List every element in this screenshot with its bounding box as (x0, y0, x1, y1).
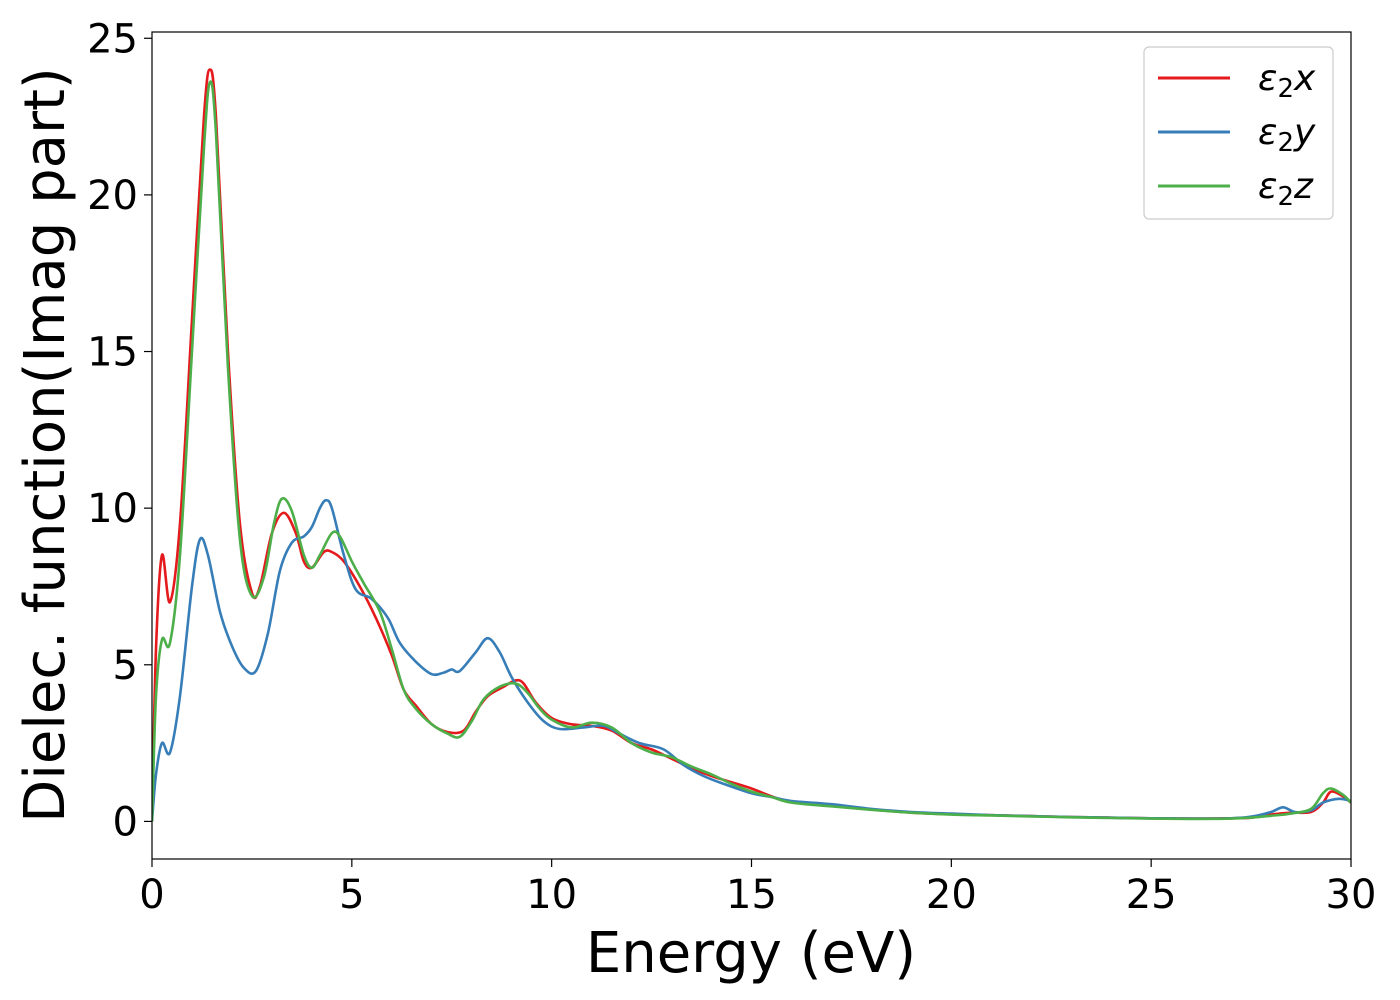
x-tick-label: 30 (1326, 872, 1377, 918)
x-tick-label: 0 (139, 872, 164, 918)
x-axis-ticks: 0 5 10 15 20 25 30 (139, 859, 1376, 918)
legend-label-y: ε2y (1258, 112, 1316, 158)
legend-box (1143, 46, 1334, 220)
plot-lines (152, 68, 1351, 822)
legend-label-z: ε2z (1258, 166, 1314, 212)
x-tick-label: 10 (526, 872, 577, 918)
y-tick-label: 25 (87, 16, 138, 62)
legend: ε2x ε2y ε2z (1143, 46, 1334, 220)
series-line-z (152, 80, 1351, 822)
y-tick-label: 0 (113, 799, 138, 845)
y-axis-ticks: 0 5 10 15 20 25 (87, 16, 152, 845)
x-tick-label: 15 (726, 872, 777, 918)
series-line-y (152, 498, 1351, 822)
x-axis-title: Energy (eV) (586, 921, 916, 986)
x-tick-label: 5 (339, 872, 364, 918)
y-tick-label: 15 (87, 330, 138, 376)
y-tick-label: 5 (113, 643, 138, 689)
y-tick-label: 20 (87, 173, 138, 219)
y-axis-title: Dielec. function(Imag part) (13, 67, 78, 823)
x-tick-label: 25 (1126, 872, 1177, 918)
y-tick-label: 10 (87, 486, 138, 532)
legend-label-x: ε2x (1258, 58, 1316, 104)
x-tick-label: 20 (926, 872, 977, 918)
